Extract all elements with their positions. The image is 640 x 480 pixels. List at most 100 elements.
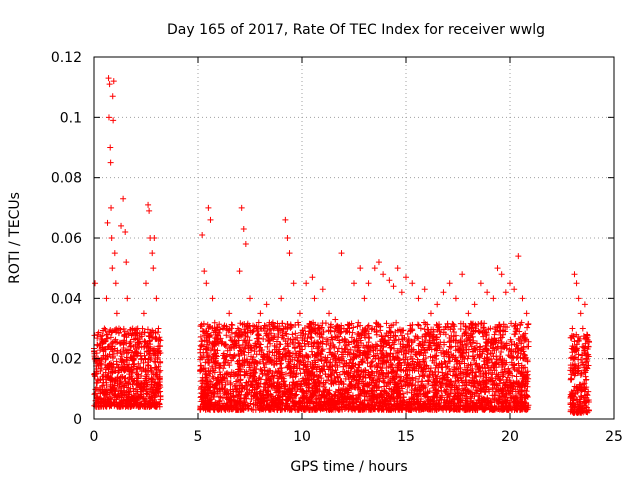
data-point [222, 381, 229, 388]
data-point [131, 360, 138, 367]
data-point [92, 386, 99, 393]
data-point [414, 321, 421, 328]
data-point [119, 374, 126, 381]
data-point [241, 352, 248, 359]
data-point [140, 359, 147, 366]
data-point [308, 334, 315, 341]
data-point [103, 335, 110, 342]
data-point [104, 397, 111, 404]
data-point [334, 348, 341, 355]
data-point [117, 379, 124, 386]
data-point [518, 319, 525, 326]
data-point [156, 373, 163, 380]
data-point [513, 373, 520, 380]
data-point [468, 325, 475, 332]
data-point [119, 357, 126, 364]
data-point [412, 382, 419, 389]
data-point [365, 322, 372, 329]
data-point [318, 347, 325, 354]
data-point [154, 380, 161, 387]
data-point [113, 396, 120, 403]
data-point [153, 335, 160, 342]
data-point [444, 363, 451, 370]
data-point [131, 336, 138, 343]
data-point [141, 344, 148, 351]
data-point [156, 347, 163, 354]
data-point [104, 344, 111, 351]
data-point [149, 347, 156, 354]
data-point [146, 333, 153, 340]
data-point [126, 374, 133, 381]
data-point [157, 337, 164, 344]
data-point [322, 320, 329, 327]
data-point [132, 398, 139, 405]
data-point [125, 381, 132, 388]
data-point [123, 361, 130, 368]
data-point [146, 350, 153, 357]
data-point [152, 393, 159, 400]
data-point [416, 373, 423, 380]
data-point [335, 345, 342, 352]
data-point [229, 322, 236, 329]
data-point [138, 400, 145, 407]
data-point [116, 339, 123, 346]
data-point [430, 376, 437, 383]
data-point [255, 335, 262, 342]
data-point [248, 406, 255, 413]
data-point [409, 387, 416, 394]
data-point [228, 329, 235, 336]
data-point [368, 359, 375, 366]
data-point [220, 350, 227, 357]
data-point [234, 325, 241, 332]
data-point [154, 356, 161, 363]
data-point [111, 388, 118, 395]
data-point [146, 351, 153, 358]
data-point [447, 344, 454, 351]
data-point [127, 327, 134, 334]
data-point [365, 334, 372, 341]
data-point [150, 384, 157, 391]
data-point [145, 375, 152, 382]
data-point [125, 394, 132, 401]
data-point [132, 329, 139, 336]
data-point [101, 388, 108, 395]
data-point [97, 402, 104, 409]
data-point [104, 389, 111, 396]
data-point [144, 388, 151, 395]
data-point [111, 368, 118, 375]
data-point [147, 337, 154, 344]
data-point [103, 403, 110, 410]
data-point [524, 324, 531, 331]
data-point [137, 353, 144, 360]
data-point [126, 371, 133, 378]
data-point [214, 347, 221, 354]
data-point [120, 341, 127, 348]
data-point [117, 400, 124, 407]
data-point [127, 343, 134, 350]
data-point [134, 375, 141, 382]
data-point [477, 343, 484, 350]
data-point [130, 388, 137, 395]
data-point [144, 371, 151, 378]
data-point [123, 401, 130, 408]
data-point [211, 319, 218, 326]
data-point [93, 350, 100, 357]
data-point [383, 320, 390, 327]
data-point [112, 336, 119, 343]
data-point [312, 321, 319, 328]
data-point [124, 330, 131, 337]
data-marks [91, 75, 593, 416]
data-point [199, 338, 206, 345]
data-point [100, 376, 107, 383]
data-point [141, 352, 148, 359]
data-point [264, 343, 271, 350]
data-point [223, 332, 230, 339]
data-point [134, 366, 141, 373]
data-point [147, 399, 154, 406]
data-point [118, 380, 125, 387]
data-point [130, 402, 137, 409]
data-point [415, 379, 422, 386]
data-point [144, 391, 151, 398]
data-point [120, 358, 127, 365]
data-point [117, 364, 124, 371]
